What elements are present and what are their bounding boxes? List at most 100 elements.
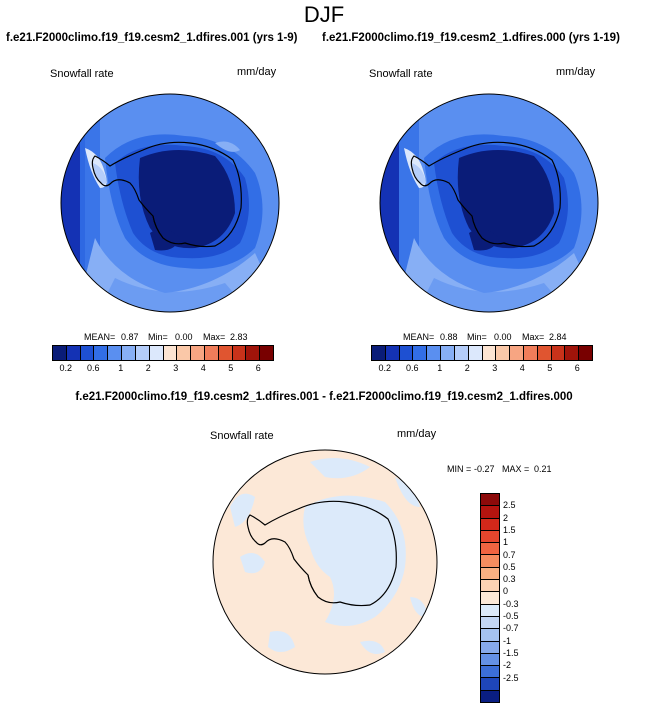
panel-1-title: f.e21.F2000climo.f19_f19.cesm2_1.dfires.…	[6, 32, 298, 44]
panel-1-colorbar-tick: 6	[255, 363, 261, 373]
diff-colorbar-box	[481, 678, 499, 691]
panel-2-variable-label: Snowfall rate	[369, 68, 433, 80]
panel-2-units-label: mm/day	[556, 66, 596, 78]
diff-colorbar-tick: 1.5	[503, 524, 516, 535]
diff-colorbar-box	[481, 666, 499, 679]
diff-colorbar-tick: 0.5	[503, 561, 516, 572]
diff-colorbar-tick: -0.5	[503, 611, 519, 621]
panel-1-colorbar-box	[149, 346, 164, 360]
panel-1-colorbar-tick: 1	[118, 363, 124, 373]
diff-colorbar-box	[481, 616, 499, 630]
panel-1-max-label: Max=	[203, 332, 226, 342]
diff-colorbar-tick: -0.7	[503, 623, 519, 634]
diff-units-label: mm/day	[397, 428, 437, 440]
panel-1-colorbar-tick: 4	[200, 363, 206, 373]
panel-2-colorbar-box	[372, 346, 386, 360]
panel-1-map	[60, 93, 280, 313]
panel-2-max-label: Max=	[522, 332, 545, 342]
diff-colorbar-tick: -2.5	[503, 672, 519, 683]
panel-1-colorbar-box	[53, 346, 67, 360]
panel-2-colorbar-box	[565, 346, 580, 360]
panel-2-colorbar	[371, 345, 593, 361]
panel-2-colorbar-box	[441, 346, 455, 360]
panel-2-min-value: 0.00	[494, 332, 512, 342]
panel-1-colorbar-box	[177, 346, 192, 360]
diff-colorbar-tick: -1.5	[503, 647, 519, 658]
panel-1-colorbar-box	[108, 346, 123, 360]
panel-2-map	[379, 93, 599, 313]
panel-1-colorbar-box	[232, 346, 247, 360]
diff-colorbar-tick: 1	[503, 537, 509, 548]
panel-2-colorbar-tick: 5	[547, 363, 553, 373]
panel-1-min-value: 0.00	[175, 332, 193, 342]
panel-1-colorbar-tick: 0.6	[86, 363, 100, 373]
panel-1-colorbar-box	[218, 346, 233, 360]
diff-colorbar-box	[481, 543, 499, 556]
panel-1-colorbar-box	[163, 346, 178, 360]
panel-1-variable-label: Snowfall rate	[50, 68, 114, 80]
panel-2-max-value: 2.84	[549, 332, 567, 342]
diff-colorbar-tick: 0.3	[503, 574, 516, 585]
main-title: DJF	[303, 2, 345, 27]
diff-colorbar	[480, 493, 500, 703]
panel-1-mean-value: 0.87	[121, 332, 139, 342]
diff-colorbar-box	[481, 555, 499, 568]
panel-2-mean-value: 0.88	[440, 332, 458, 342]
panel-2-colorbar-box	[523, 346, 538, 360]
panel-1-mean-label: MEAN=	[84, 332, 116, 342]
diff-colorbar-box	[481, 653, 499, 667]
diff-colorbar-box	[481, 518, 499, 531]
panel-1-colorbar-tick: 3	[173, 363, 179, 373]
diff-colorbar-tick: 2.5	[503, 500, 516, 511]
diff-max-label: MAX =	[502, 464, 530, 474]
panel-2-colorbar-box	[579, 346, 592, 360]
panel-1-max-value: 2.83	[230, 332, 248, 342]
panel-2-colorbar-box	[454, 346, 469, 360]
diff-colorbar-box	[481, 494, 499, 507]
panel-2-colorbar-box	[427, 346, 442, 360]
panel-1-colorbar-tick: 2	[145, 363, 151, 373]
diff-colorbar-box	[481, 530, 499, 544]
diff-max-value: 0.21	[534, 464, 552, 474]
panel-1-colorbar-box	[122, 346, 136, 360]
panel-2-colorbar-tick: 6	[574, 363, 580, 373]
diff-colorbar-box	[481, 641, 499, 654]
panel-2-colorbar-box	[482, 346, 497, 360]
panel-1-colorbar-tick: 0.2	[59, 363, 73, 373]
diff-min-label: MIN =	[447, 464, 472, 474]
panel-1-colorbar-box	[204, 346, 219, 360]
diff-colorbar-box	[481, 506, 499, 519]
diff-colorbar-tick: 0	[503, 586, 509, 597]
panel-2-colorbar-tick: 3	[492, 363, 498, 373]
diff-colorbar-box	[481, 592, 499, 605]
diff-colorbar-box	[481, 690, 499, 703]
diff-colorbar-box	[481, 580, 499, 593]
panel-1-colorbar-box	[135, 346, 150, 360]
panel-2-colorbar-box	[399, 346, 414, 360]
panel-1-colorbar-tick: 5	[228, 363, 234, 373]
panel-2-title: f.e21.F2000climo.f19_f19.cesm2_1.dfires.…	[322, 32, 620, 44]
diff-colorbar-tick: -1	[503, 635, 512, 646]
panel-2-colorbar-box	[551, 346, 566, 360]
panel-1-colorbar-box	[246, 346, 261, 360]
panel-2-colorbar-box	[468, 346, 483, 360]
panel-2-colorbar-tick: 0.2	[378, 363, 392, 373]
panel-2-colorbar-tick: 1	[437, 363, 443, 373]
diff-colorbar-box	[481, 604, 499, 617]
diff-map	[212, 449, 438, 675]
diff-colorbar-tick: -0.3	[503, 598, 519, 609]
panel-1-colorbar-box	[80, 346, 95, 360]
diff-colorbar-box	[481, 629, 499, 642]
panel-2-colorbar-box	[385, 346, 400, 360]
panel-2-colorbar-box	[510, 346, 524, 360]
panel-2-min-label: Min=	[467, 332, 487, 342]
panel-2-colorbar-tick: 0.6	[405, 363, 419, 373]
panel-2-colorbar-box	[537, 346, 552, 360]
diff-colorbar-tick: 2	[503, 512, 509, 523]
diff-colorbar-tick: 0.7	[503, 549, 516, 560]
diff-colorbar-tick: -2	[503, 660, 512, 671]
panel-1-colorbar-box	[260, 346, 273, 360]
panel-1-units-label: mm/day	[237, 66, 277, 78]
panel-2-mean-label: MEAN=	[403, 332, 435, 342]
diff-colorbar-box	[481, 567, 499, 581]
